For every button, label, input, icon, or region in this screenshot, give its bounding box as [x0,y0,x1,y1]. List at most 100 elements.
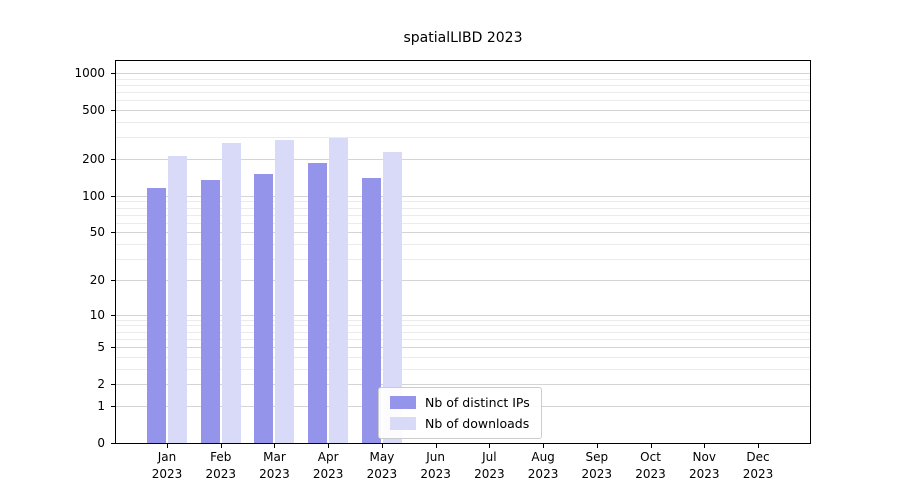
y-tick-50 [111,232,115,234]
y-tick-100 [111,195,115,197]
x-tick-sep [596,444,598,448]
x-label-year-dec: 2023 [742,467,774,481]
y-tick-label-2: 2 [97,377,105,392]
x-tick-mar [274,444,276,448]
gridline-minor-400 [116,121,810,123]
bar-distinct-ips-may [361,177,381,443]
x-label-year-oct: 2023 [635,467,666,481]
x-label-jul: Jul 2023 [457,449,521,483]
y-tick-label-1: 1 [97,398,105,413]
x-label-month-oct: Oct [640,450,661,464]
y-tick-1 [111,405,115,407]
y-tick-0 [111,443,115,444]
x-label-month-mar: Mar [263,450,286,464]
x-label-nov: Nov 2023 [672,449,736,483]
x-label-year-jan: 2023 [151,467,183,481]
y-tick-20 [111,279,115,281]
bar-downloads-may [382,151,402,443]
legend: Nb of distinct IPs Nb of downloads [378,387,542,439]
x-label-may: May 2023 [350,449,414,483]
gridline-minor-80 [116,207,810,209]
x-label-year-jul: 2023 [474,467,505,481]
x-label-month-may: May [369,450,395,464]
x-label-year-feb: 2023 [205,467,236,481]
bar-distinct-ips-mar [254,174,274,443]
gridline-minor-70 [116,214,810,216]
bar-downloads-apr [329,138,349,443]
y-tick-5 [111,347,115,349]
bar-distinct-ips-jan [147,188,166,443]
x-label-year-nov: 2023 [688,467,720,481]
legend-label-distinct-ips: Nb of distinct IPs [425,395,530,410]
x-tick-jun [435,444,437,448]
gridline-minor-40 [116,244,810,246]
gridline-minor-30 [116,259,810,261]
y-tick-label-0: 0 [97,436,105,450]
x-tick-dec [757,444,759,448]
x-label-aug: Aug 2023 [511,449,575,483]
bar-downloads-feb [221,142,241,443]
gridline-minor-800 [116,84,810,86]
gridline-minor-7 [116,331,810,333]
x-tick-oct [650,444,652,448]
y-tick-label-5: 5 [97,340,105,355]
x-tick-nov [704,444,706,448]
x-label-year-mar: 2023 [259,467,290,481]
legend-swatch-distinct-ips [390,396,416,409]
x-label-month-apr: Apr [317,450,339,464]
gridline-minor-90 [116,201,810,203]
y-tick-label-20: 20 [89,272,105,287]
gridline-minor-8 [116,325,810,327]
x-tick-may [381,444,383,448]
y-tick-label-500: 500 [82,103,105,118]
y-tick-label-1000: 1000 [74,66,105,80]
gridline-minor-300 [116,137,810,139]
y-tick-10 [111,314,115,316]
x-label-oct: Oct 2023 [619,449,683,483]
x-label-year-jun: 2023 [420,467,451,481]
gridline-5 [116,347,810,349]
x-label-mar: Mar 2023 [242,449,306,483]
x-label-month-jun: Jun [426,450,445,464]
x-tick-aug [543,444,545,448]
y-tick-label-50: 50 [89,225,105,240]
gridline-minor-60 [116,222,810,224]
x-label-year-apr: 2023 [312,467,344,481]
chart-title: spatialLIBD 2023 [403,30,523,46]
legend-label-downloads: Nb of downloads [425,416,530,431]
bar-distinct-ips-apr [308,163,328,443]
gridline-10 [116,314,810,316]
gridline-minor-600 [116,100,810,102]
x-label-feb: Feb 2023 [189,449,253,483]
x-label-month-jul: Jul [482,450,497,464]
x-tick-jul [489,444,491,448]
gridline-minor-4 [116,356,810,358]
gridline-500 [116,110,810,112]
plot-area: Nb of distinct IPs Nb of downloads [115,60,811,444]
gridline-minor-900 [116,78,810,80]
gridline-minor-6 [116,338,810,340]
x-label-month-feb: Feb [210,450,232,464]
x-label-dec: Dec 2023 [726,449,790,483]
legend-swatch-downloads [390,417,416,430]
x-label-month-aug: Aug [531,450,555,464]
x-tick-jan [167,444,168,448]
y-tick-500 [111,110,115,112]
gridline-50 [116,232,810,234]
x-tick-apr [328,444,330,448]
x-label-apr: Apr 2023 [296,449,360,483]
x-label-year-sep: 2023 [581,467,613,481]
bar-downloads-jan [168,156,187,443]
gridline-1000 [116,73,810,74]
x-tick-feb [220,444,222,448]
x-label-month-jan: Jan [157,450,177,464]
gridline-100 [116,195,810,197]
y-tick-2 [111,384,115,386]
x-label-year-may: 2023 [366,467,398,481]
legend-item-downloads: Nb of downloads [390,416,530,431]
bar-downloads-mar [275,140,295,443]
y-tick-label-100: 100 [82,188,105,203]
x-label-jun: Jun 2023 [404,449,468,483]
y-tick-label-10: 10 [89,307,105,322]
